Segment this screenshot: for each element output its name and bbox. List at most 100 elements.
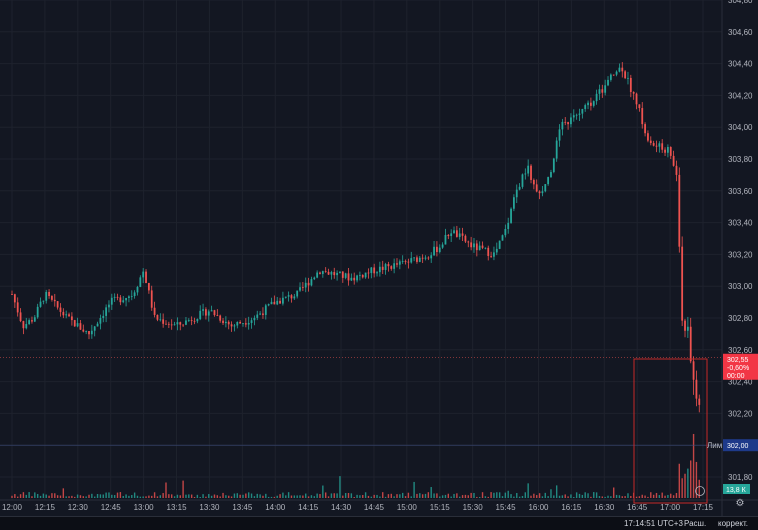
candle-body bbox=[110, 297, 113, 305]
extended-hours-toggle[interactable]: Расш. bbox=[684, 519, 707, 528]
volume-bar bbox=[222, 492, 224, 498]
volume-bar bbox=[305, 493, 307, 498]
candle-body bbox=[689, 326, 692, 362]
volume-bar bbox=[430, 487, 432, 498]
volume-bar bbox=[595, 492, 598, 498]
candle-body bbox=[108, 304, 110, 308]
candle-body bbox=[407, 261, 410, 263]
volume-bar bbox=[196, 494, 199, 498]
candle-body bbox=[441, 244, 444, 248]
volume-bar bbox=[587, 493, 589, 498]
y-tick-label: 301,80 bbox=[728, 473, 753, 482]
x-tick-label: 15:00 bbox=[397, 503, 418, 512]
candle-body bbox=[162, 319, 165, 324]
candle-body bbox=[185, 320, 187, 325]
candle-body bbox=[353, 277, 356, 281]
volume-bar bbox=[690, 460, 692, 498]
candle-body bbox=[279, 300, 281, 304]
volume-bar bbox=[382, 492, 384, 498]
candle-body bbox=[609, 74, 612, 80]
y-tick-label: 304,40 bbox=[728, 60, 753, 69]
candle-body bbox=[330, 272, 333, 275]
candle-body bbox=[139, 277, 142, 287]
volume-bar bbox=[302, 495, 304, 498]
volume-bar bbox=[65, 496, 67, 498]
candle-body bbox=[376, 272, 378, 274]
candle-body bbox=[644, 124, 646, 134]
volume-bar bbox=[51, 493, 53, 498]
last-price-value: 302,55 bbox=[727, 357, 749, 364]
volume-bar bbox=[564, 494, 566, 498]
candle-body bbox=[159, 319, 162, 321]
adjustment-toggle[interactable]: коррект. bbox=[718, 519, 748, 528]
candle-body bbox=[33, 317, 36, 322]
volume-bar bbox=[148, 495, 150, 498]
volume-bar bbox=[661, 492, 663, 498]
volume-bar bbox=[276, 495, 278, 498]
candle-body bbox=[316, 272, 319, 278]
volume-bar bbox=[45, 494, 47, 498]
clock-timezone[interactable]: 17:14:51 UTC+3 bbox=[624, 519, 683, 528]
candle-body bbox=[96, 323, 99, 327]
volume-bar bbox=[285, 495, 287, 498]
candle-body bbox=[418, 257, 421, 262]
volume-bar bbox=[91, 493, 93, 498]
volume-bar bbox=[615, 494, 618, 498]
volume-bar bbox=[419, 493, 421, 498]
candle-body bbox=[661, 143, 664, 150]
volume-bar bbox=[290, 495, 293, 498]
candle-body bbox=[487, 247, 490, 256]
volume-bar bbox=[270, 496, 273, 498]
candle-body bbox=[282, 297, 284, 304]
volume-bar bbox=[245, 493, 247, 498]
candle-body bbox=[19, 312, 22, 322]
volume-bar bbox=[692, 433, 695, 498]
candle-body bbox=[11, 294, 13, 295]
candle-body bbox=[669, 147, 672, 156]
volume-bar bbox=[205, 496, 207, 498]
candle-body bbox=[675, 165, 678, 175]
volume-bar bbox=[287, 492, 290, 498]
volume-bar bbox=[11, 495, 13, 498]
candle-body bbox=[239, 321, 242, 324]
candle-body bbox=[592, 101, 595, 106]
x-tick-label: 13:30 bbox=[199, 503, 220, 512]
volume-bar bbox=[17, 496, 19, 498]
volume-bar bbox=[524, 492, 527, 498]
volume-bar bbox=[481, 492, 484, 498]
candle-body bbox=[367, 272, 370, 274]
candle-body bbox=[615, 71, 618, 75]
volume-bar bbox=[330, 493, 333, 498]
y-tick-label: 303,40 bbox=[728, 219, 753, 228]
volume-bar bbox=[527, 483, 529, 498]
candle-body bbox=[695, 379, 698, 399]
gear-icon[interactable]: ⚙ bbox=[735, 498, 745, 509]
candle-body bbox=[62, 311, 65, 316]
candle-body bbox=[70, 316, 73, 321]
candlestick-chart[interactable]: 304,80 304,60 304,40 304,20 304,00 303,80 303,… bbox=[0, 0, 758, 516]
volume-bar bbox=[627, 493, 629, 498]
candle-body bbox=[578, 113, 581, 115]
replay-icon[interactable] bbox=[695, 486, 705, 496]
candle-body bbox=[590, 102, 592, 106]
selection-rectangle[interactable] bbox=[633, 358, 708, 504]
candle-body bbox=[130, 296, 133, 297]
volume-bar bbox=[139, 496, 142, 498]
candle-body bbox=[247, 322, 250, 325]
volume-bar bbox=[678, 463, 681, 498]
volume-bar bbox=[145, 496, 147, 498]
candle-body bbox=[347, 273, 350, 281]
candle-body bbox=[142, 271, 145, 278]
candle-body bbox=[473, 243, 475, 248]
volume-bar bbox=[25, 494, 27, 498]
candle-body bbox=[53, 299, 56, 302]
volume-bar bbox=[62, 488, 65, 498]
volume-bar bbox=[296, 495, 298, 498]
candle-body bbox=[270, 301, 273, 305]
candle-body bbox=[453, 230, 455, 234]
volume-bar bbox=[541, 496, 544, 498]
candle-body bbox=[213, 310, 216, 316]
volume-bar bbox=[228, 495, 230, 498]
candle-body bbox=[224, 321, 227, 324]
volume-bar bbox=[262, 495, 264, 498]
